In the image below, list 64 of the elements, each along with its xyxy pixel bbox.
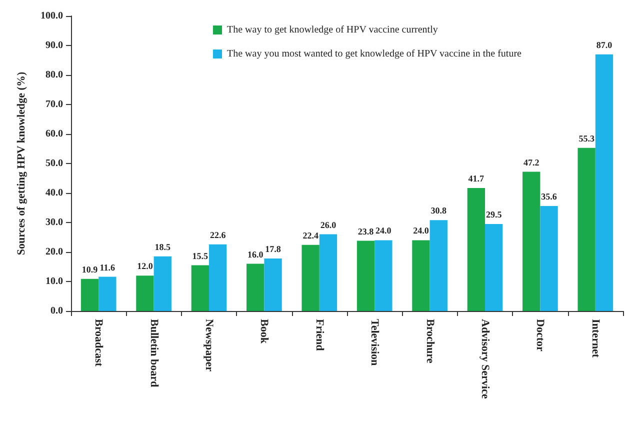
bar xyxy=(154,256,172,311)
x-tick-label: Advisory Service xyxy=(479,319,491,399)
data-label: 87.0 xyxy=(596,40,613,50)
y-tick-label: 90.0 xyxy=(46,40,63,51)
data-label: 24.0 xyxy=(376,226,392,236)
data-label: 55.3 xyxy=(578,133,595,144)
data-label: 41.7 xyxy=(468,173,485,184)
data-label: 26.0 xyxy=(320,220,337,230)
bar xyxy=(356,240,375,311)
data-label: 30.8 xyxy=(430,206,448,216)
y-tick-label: 50.0 xyxy=(46,158,63,169)
data-label: 29.5 xyxy=(486,209,502,220)
y-tick-label: 40.0 xyxy=(46,188,63,198)
y-tick-label: 20.0 xyxy=(46,246,63,258)
x-tick-label: Internet xyxy=(589,319,602,358)
bar xyxy=(209,244,227,311)
x-tick-label: Broadcast xyxy=(92,319,105,367)
x-tick-label: Bulletin board xyxy=(148,319,160,388)
y-tick-label: 70.0 xyxy=(46,99,63,110)
legend-label: The way to get knowledge of HPV vaccine currently xyxy=(227,24,438,36)
data-label: 35.6 xyxy=(541,191,558,202)
y-tick-label: 0.0 xyxy=(50,306,63,316)
data-label: 24.0 xyxy=(413,226,430,236)
x-tick-label: Newspaper xyxy=(203,319,215,372)
bar xyxy=(302,244,320,311)
bar xyxy=(522,172,540,311)
data-label: 22.6 xyxy=(210,230,226,240)
data-label: 12.0 xyxy=(137,261,154,272)
data-label: 23.8 xyxy=(358,226,374,236)
data-label: 47.2 xyxy=(523,157,540,168)
bar xyxy=(319,234,338,311)
y-tick-label: 30.0 xyxy=(46,217,63,228)
x-tick-label: Book xyxy=(258,319,270,344)
legend-label: The way you most wanted to get knowledge of HPV vaccine in the future xyxy=(227,48,522,60)
bar xyxy=(264,258,282,311)
x-tick-label: Brochure xyxy=(424,319,436,364)
data-label: 15.5 xyxy=(192,250,209,261)
x-tick-label: Doctor xyxy=(534,319,546,352)
bar xyxy=(412,240,430,311)
x-tick-label: Friend xyxy=(313,319,326,351)
y-tick-label: 100.0 xyxy=(40,10,63,22)
bar xyxy=(595,54,614,311)
data-label: 17.8 xyxy=(265,244,282,254)
y-tick-label: 60.0 xyxy=(46,128,63,140)
bar xyxy=(98,276,116,311)
bar xyxy=(374,240,392,311)
data-label: 10.9 xyxy=(82,264,98,274)
data-label: 22.4 xyxy=(302,230,319,240)
bar xyxy=(485,224,503,311)
bar xyxy=(80,278,99,311)
x-tick-label: Television xyxy=(368,319,381,366)
data-label: 18.5 xyxy=(154,242,172,252)
data-label: 16.0 xyxy=(247,249,264,260)
bar xyxy=(191,265,209,311)
bar xyxy=(578,148,596,311)
bar xyxy=(467,188,485,311)
y-tick-label: 80.0 xyxy=(46,70,63,80)
y-tick-label: 10.0 xyxy=(46,276,63,287)
bar xyxy=(246,264,264,311)
bar xyxy=(136,276,154,311)
bar xyxy=(540,206,558,311)
y-axis-title: Sources of getting HPV knowledge (%) xyxy=(16,72,28,256)
data-label: 11.6 xyxy=(100,262,116,272)
bar xyxy=(430,220,448,311)
